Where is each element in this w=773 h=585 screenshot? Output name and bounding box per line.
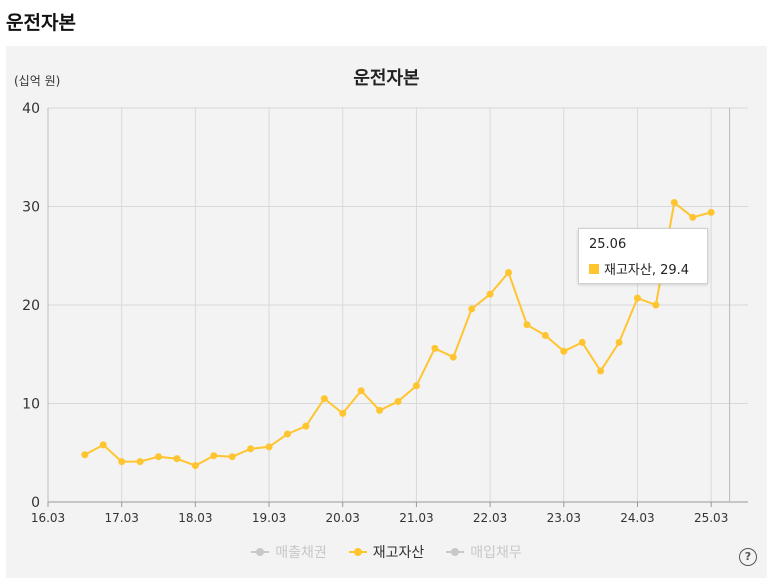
legend: 매출채권 재고자산 매입채무 [6, 542, 767, 562]
data-point [357, 387, 365, 395]
data-point [449, 353, 457, 361]
chart-title: 운전자본 [353, 68, 420, 89]
x-tick-label: 19.03 [252, 511, 286, 525]
data-point [210, 452, 218, 460]
data-point [394, 398, 402, 406]
help-icon[interactable]: ? [739, 548, 757, 566]
x-tick-label: 18.03 [178, 511, 212, 525]
x-tick-label: 16.03 [31, 511, 65, 525]
data-point [486, 290, 494, 298]
data-point [431, 344, 439, 352]
tooltip-swatch [589, 263, 599, 274]
legend-marker-icon [446, 547, 465, 557]
y-tick-label: 20 [22, 298, 40, 314]
tooltip-row: 재고자산, 29.4 [589, 259, 689, 278]
data-point [265, 443, 273, 451]
legend-item-receivables[interactable]: 매출채권 [251, 542, 327, 562]
x-tick-label: 20.03 [326, 511, 360, 525]
y-tick-label: 0 [31, 495, 40, 511]
data-point [283, 430, 291, 438]
data-point [81, 451, 89, 459]
chart-plot: 0 10 20 30 40 16.03 17.03 18.03 19.03 20.03 21.03 2… [22, 101, 748, 525]
data-point [302, 422, 310, 430]
legend-label: 매출채권 [275, 545, 327, 561]
legend-item-inventory[interactable]: 재고자산 [348, 542, 425, 562]
data-point [670, 199, 678, 207]
data-point [247, 445, 255, 453]
legend-item-payables[interactable]: 매입채무 [446, 542, 522, 562]
data-point [689, 213, 697, 221]
page-title: 운전자본 [6, 12, 76, 34]
data-point [523, 321, 531, 329]
x-tick-label: 21.03 [399, 511, 433, 525]
legend-label: 매입채무 [470, 545, 522, 561]
data-point [652, 301, 660, 309]
data-point [339, 409, 347, 417]
data-point [633, 294, 641, 302]
y-unit-label: (십억 원) [14, 74, 61, 88]
data-point [560, 347, 568, 355]
tooltip-value: 29.4 [660, 263, 690, 278]
x-tick-label: 17.03 [105, 511, 139, 525]
x-tick-label: 22.03 [473, 511, 507, 525]
legend-label: 재고자산 [372, 545, 425, 561]
data-point [173, 455, 181, 463]
data-point [468, 305, 476, 313]
data-point [412, 382, 420, 390]
data-point [541, 332, 549, 340]
y-tick-label: 10 [22, 397, 40, 413]
tooltip-date: 25.06 [589, 237, 627, 252]
data-point [228, 453, 236, 461]
data-point [136, 458, 144, 466]
y-tick-label: 40 [22, 101, 40, 117]
data-point [320, 395, 328, 403]
data-point [376, 406, 384, 414]
data-point [155, 453, 163, 461]
data-point [615, 338, 623, 346]
x-tick-label: 23.03 [547, 511, 581, 525]
data-point [118, 458, 126, 466]
data-point [191, 462, 199, 470]
legend-marker-icon [348, 547, 367, 557]
data-point [578, 338, 586, 346]
x-tick-label: 24.03 [620, 511, 654, 525]
tooltip-series-label: 재고자산 [604, 263, 652, 278]
y-tick-label: 30 [22, 200, 40, 216]
data-point [707, 208, 715, 216]
data-point [597, 367, 605, 375]
data-point [505, 268, 513, 276]
legend-marker-icon [251, 547, 270, 557]
data-point [99, 441, 107, 449]
tooltip: 25.06 재고자산, 29.4 [578, 228, 708, 284]
x-tick-label: 25.03 [694, 511, 728, 525]
chart-panel: 0 10 20 30 40 16.03 17.03 18.03 19.03 20.03 21.03 2… [6, 46, 767, 578]
